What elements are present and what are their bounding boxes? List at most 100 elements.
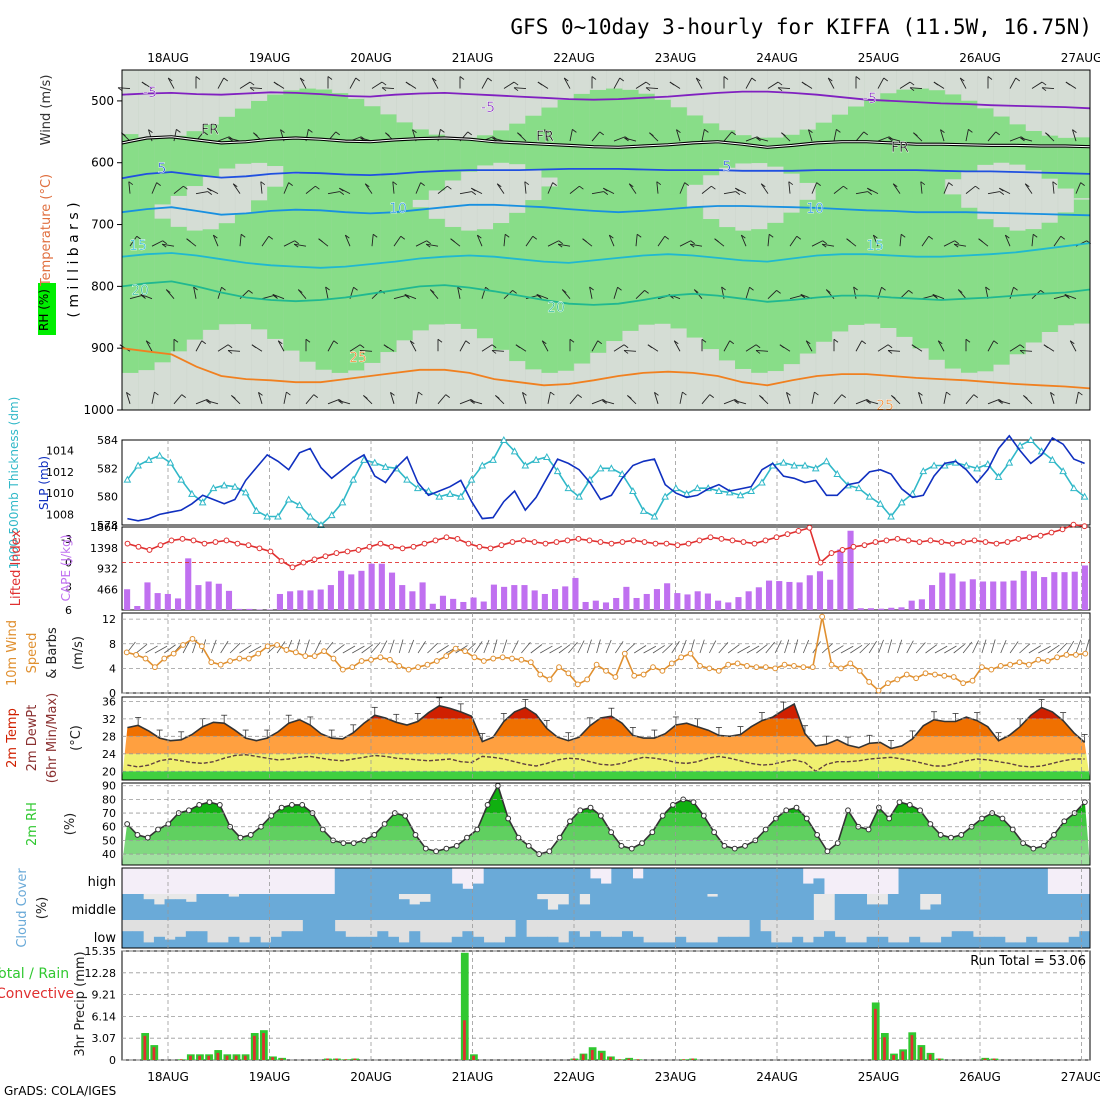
- thickness-line-point: [543, 452, 551, 460]
- wind-barb-feather: [1013, 286, 1018, 291]
- wind-barb-feather: [154, 391, 159, 396]
- thickness-line-point: [370, 458, 379, 466]
- rh-band: [122, 826, 1090, 841]
- thickness-line-point: [1059, 467, 1067, 475]
- isotherm-15: [121, 242, 1091, 269]
- lifted-index-line-point: [465, 540, 472, 547]
- wind-axis-label: & Barbs: [45, 627, 60, 679]
- rh-light-cell: [186, 131, 204, 187]
- precip-conv-bar: [609, 1057, 612, 1060]
- wind-speed-line-point: [1063, 651, 1070, 658]
- cloud-cell: [579, 868, 591, 894]
- rh-light-cell: [702, 219, 720, 350]
- cloud-cell: [366, 936, 378, 948]
- wind-barb: [283, 391, 287, 404]
- cape-tick-label: 932: [97, 563, 118, 576]
- wind-speed-line: [126, 616, 1086, 692]
- wind-barb-feather: [998, 400, 1003, 404]
- lifted-index-line-point: [333, 550, 340, 556]
- rh-line-point: [896, 799, 903, 806]
- surface-wind-barb: [333, 644, 345, 654]
- wind-barb: [777, 87, 791, 89]
- wind-barb-feather: [636, 233, 642, 238]
- lifted-index-line-point: [630, 537, 637, 544]
- cloud-cell: [526, 894, 538, 920]
- rh-line-point: [206, 799, 213, 806]
- lifted-index-line-point: [1048, 529, 1055, 536]
- wind-barb-feather: [293, 243, 299, 248]
- lifted-index-line-point: [311, 556, 318, 563]
- wind-barb-feather: [975, 185, 980, 190]
- surface-wind-barb: [859, 642, 871, 654]
- surface-wind-barb: [878, 639, 884, 654]
- cloud-cell: [1047, 894, 1059, 920]
- wind-barb: [294, 243, 307, 247]
- cloud-cell: [919, 942, 931, 948]
- lifted-index-line-point: [410, 543, 417, 550]
- isotherm-label: 10: [806, 201, 824, 217]
- wind-speed-line-point: [518, 656, 525, 663]
- wind-barb: [676, 129, 681, 142]
- cape-bar: [704, 593, 711, 610]
- wind-barb-feather: [412, 129, 417, 133]
- thickness-line-point: [252, 506, 261, 514]
- surface-wind-barb: [455, 645, 468, 654]
- cloud-cell: [590, 878, 602, 894]
- rh-line-point: [247, 832, 254, 838]
- cloud-cell: [175, 899, 187, 920]
- wind-barb: [481, 344, 493, 352]
- isotherm-20: [121, 280, 1091, 306]
- precip-conv-bar: [189, 1055, 192, 1060]
- rh-line-point: [711, 829, 718, 836]
- wind-barb: [701, 394, 711, 405]
- precip-tick-label: 6.14: [92, 1010, 117, 1023]
- wind-barb-feather: [381, 87, 387, 92]
- isotherm-5: [121, 168, 1091, 180]
- cape-bar: [154, 593, 161, 610]
- cloud-cell: [441, 868, 453, 894]
- cape-tick-label: 466: [97, 583, 118, 596]
- precip-conv-bar: [600, 1052, 603, 1060]
- surface-wind-barb: [972, 640, 979, 654]
- thickness-line-point: [327, 511, 336, 519]
- wind-barb-feather: [1041, 81, 1047, 86]
- cloud-cell: [387, 894, 399, 920]
- cape-bar: [674, 593, 681, 610]
- cloud-cell: [643, 868, 655, 894]
- cape-bar: [521, 585, 528, 610]
- rh-light-cell: [783, 212, 801, 365]
- wind-barb: [855, 191, 868, 195]
- cloud-cell: [621, 894, 633, 920]
- wind-barb: [569, 129, 573, 142]
- cloud-cell: [398, 942, 410, 948]
- wind-barb: [613, 344, 625, 352]
- cloud-cell: [685, 868, 697, 894]
- rh-line-point: [464, 834, 470, 841]
- cloud-cell: [547, 868, 559, 894]
- lifted-index-line-point: [1070, 521, 1077, 528]
- temp-band: [122, 704, 1090, 719]
- lifted-index-line-point: [597, 539, 604, 545]
- wind-barb-feather: [390, 391, 395, 396]
- wind-speed-line-point: [189, 635, 196, 642]
- isotherm-freezing-inner: [121, 136, 1091, 148]
- wind-barb: [591, 191, 604, 195]
- cape-bar: [765, 580, 773, 610]
- wind-barb-feather: [470, 400, 475, 404]
- wind-barb: [338, 400, 351, 405]
- isotherm--5: [121, 90, 1091, 110]
- cloud-cell: [143, 899, 155, 920]
- wind-barb-feather: [1019, 350, 1025, 354]
- cloud-cell: [558, 868, 570, 894]
- wind-barb-feather: [822, 240, 827, 245]
- wind-barb: [1019, 349, 1033, 352]
- cloud-cell: [430, 942, 442, 948]
- wind-barb: [959, 77, 967, 89]
- wind-barb: [833, 129, 837, 142]
- rh-light-cell: [831, 114, 849, 203]
- precip-conv-bar: [892, 1055, 896, 1060]
- rh-light-cell: [234, 213, 252, 325]
- wind-barb-feather: [909, 87, 915, 92]
- rh-light-cell: [686, 115, 704, 185]
- surface-wind-barb: [164, 644, 176, 654]
